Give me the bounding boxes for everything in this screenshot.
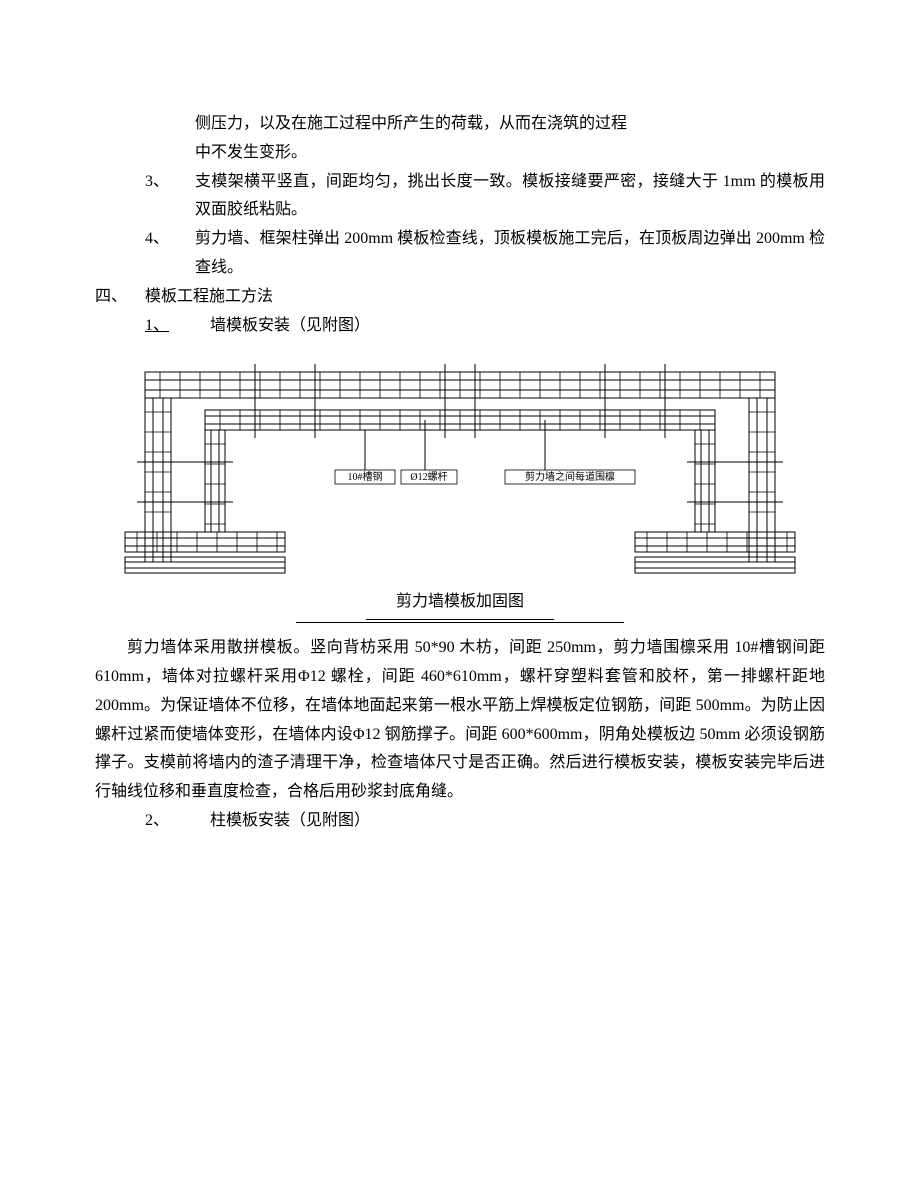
item-text: 剪力墙、框架柱弹出 200mm 模板检查线，顶板模板施工完后，在顶板周边弹出 2…: [195, 225, 825, 283]
continuation-line-1: 侧压力，以及在施工过程中所产生的荷载，从而在浇筑的过程: [95, 110, 825, 139]
sub-text: 墙模板安装（见附图）: [210, 312, 370, 341]
section-number: 四、: [95, 283, 145, 312]
diagram-title: 剪力墙模板加固图: [95, 588, 825, 620]
sub-number: 2、: [145, 807, 210, 836]
diagram-label-enclosure: 剪力墙之间每道围檩: [525, 470, 615, 483]
list-item-3: 3、 支模架横平竖直，间距均匀，挑出长度一致。模板接缝要严密，接缝大于 1mm …: [95, 168, 825, 226]
diagram-label-bolt: Ø12螺杆: [410, 471, 447, 483]
diagram-title-text: 剪力墙模板加固图: [366, 588, 554, 620]
subsection-1: 1、 墙模板安装（见附图）: [95, 312, 825, 341]
item-text: 支模架横平竖直，间距均匀，挑出长度一致。模板接缝要严密，接缝大于 1mm 的模板…: [195, 168, 825, 226]
subsection-2: 2、 柱模板安装（见附图）: [95, 807, 825, 836]
section-4-heading: 四、 模板工程施工方法: [95, 283, 825, 312]
diagram-wall-formwork: 10#槽钢 Ø12螺杆 剪力墙之间每道围檩 剪力墙模板加固图: [95, 352, 825, 620]
body-paragraph: 剪力墙体采用散拼模板。竖向背枋采用 50*90 木枋，间距 250mm，剪力墙围…: [95, 634, 825, 807]
item-number: 4、: [145, 225, 195, 283]
item-number: 3、: [145, 168, 195, 226]
sub-text: 柱模板安装（见附图）: [210, 807, 370, 836]
list-item-4: 4、 剪力墙、框架柱弹出 200mm 模板检查线，顶板模板施工完后，在顶板周边弹…: [95, 225, 825, 283]
section-title: 模板工程施工方法: [145, 283, 273, 312]
sub-number: 1、: [145, 312, 210, 341]
diagram-svg: 10#槽钢 Ø12螺杆 剪力墙之间每道围檩: [105, 352, 815, 582]
continuation-line-2: 中不发生变形。: [95, 139, 825, 168]
diagram-label-channel: 10#槽钢: [348, 470, 383, 483]
